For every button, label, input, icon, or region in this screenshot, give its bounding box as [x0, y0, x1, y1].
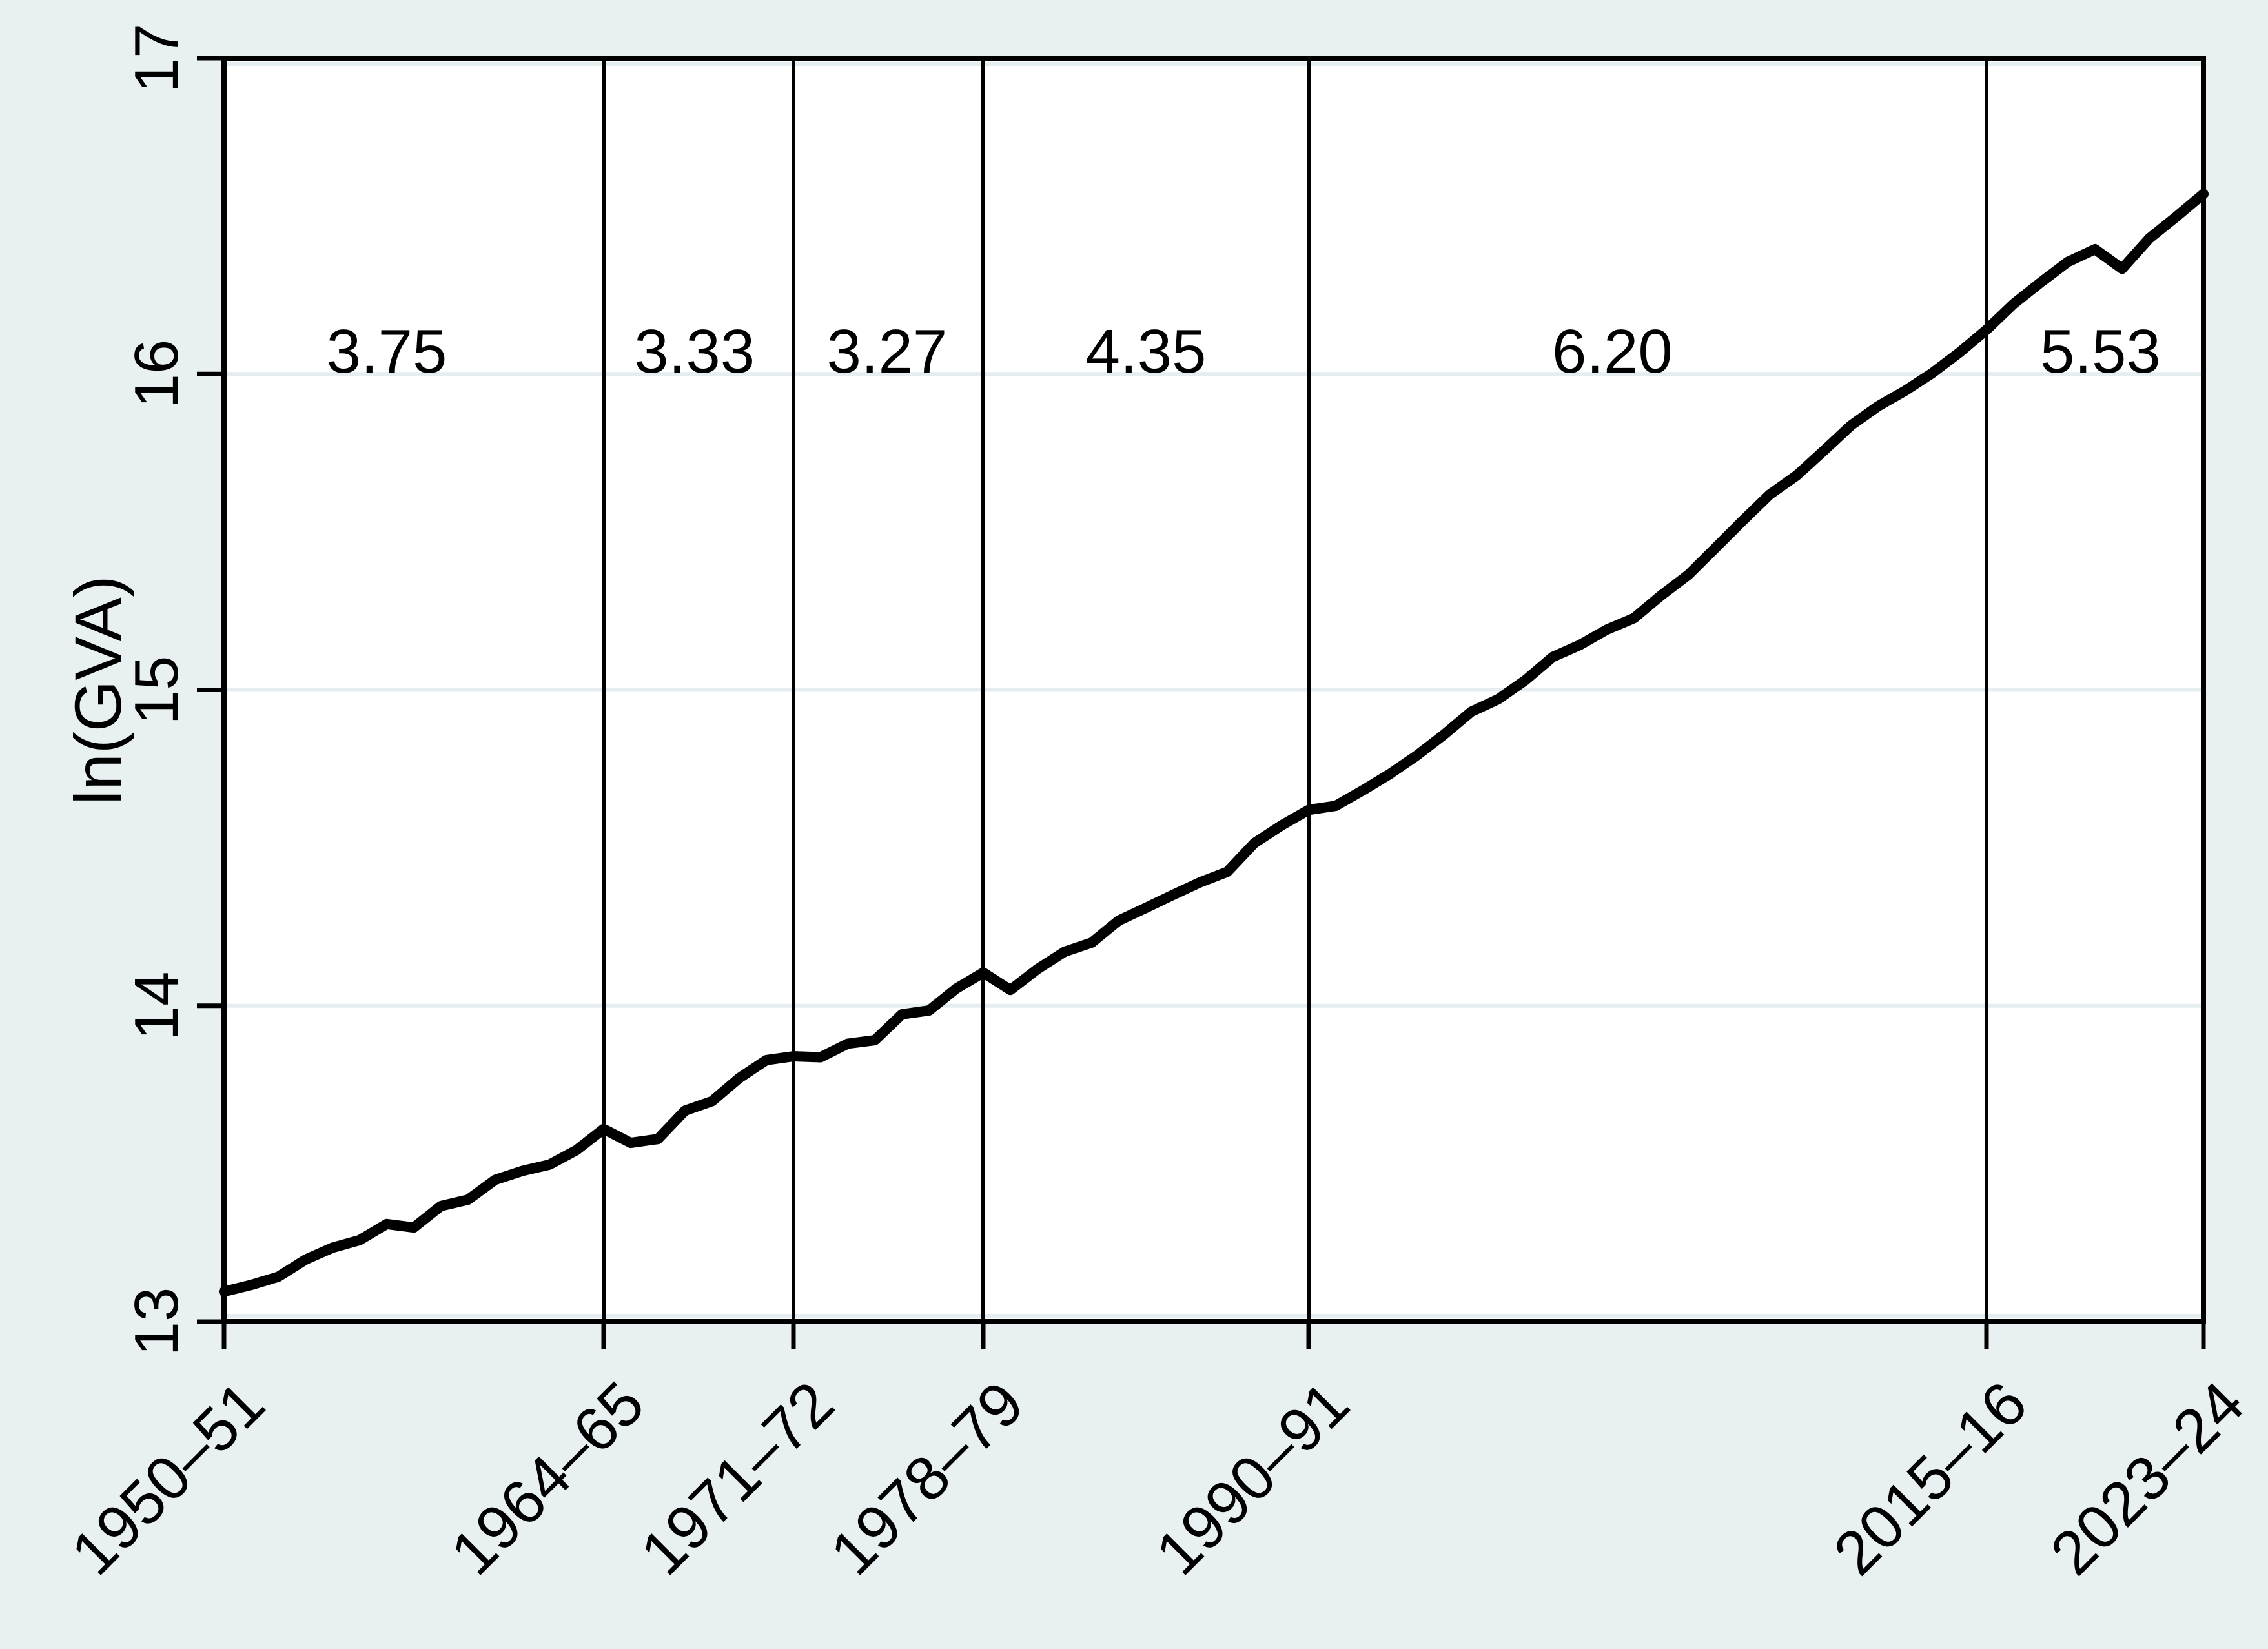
y-tick-label-17: 17: [122, 23, 191, 93]
growth-rate-annotation-3.33: 3.33: [634, 317, 755, 386]
growth-rate-annotation-3.75: 3.75: [326, 317, 447, 386]
plot-frame: [221, 56, 2206, 1324]
y-axis-title: ln(GVA): [61, 575, 135, 805]
growth-rate-annotation-4.35: 4.35: [1085, 317, 1207, 386]
y-tick-label-14: 14: [122, 971, 191, 1041]
y-tick-label-13: 13: [122, 1287, 191, 1357]
y-tick-label-16: 16: [122, 339, 191, 409]
growth-rate-annotation-3.27: 3.27: [826, 317, 948, 386]
gva-data-line: [219, 189, 2209, 1297]
growth-rate-annotation-6.20: 6.20: [1551, 317, 1673, 386]
y-tick-label-15: 15: [122, 655, 191, 724]
growth-rate-annotation-5.53: 5.53: [2039, 317, 2161, 386]
